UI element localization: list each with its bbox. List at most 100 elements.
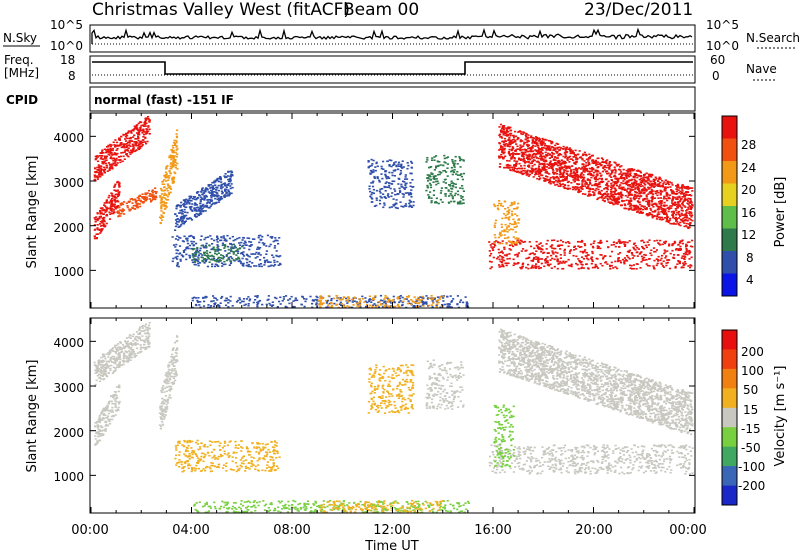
power-panel-cell	[376, 165, 379, 168]
power-panel-cell	[582, 165, 585, 168]
power-panel-cell	[238, 237, 241, 239]
power-panel-cell	[575, 175, 578, 178]
power-panel-cell	[381, 177, 384, 180]
power-panel-cell	[172, 160, 175, 162]
power-panel-cell	[105, 213, 109, 216]
power-panel-cell	[627, 187, 630, 190]
power-panel-cell	[508, 248, 511, 250]
power-panel-cell	[161, 181, 164, 183]
power-panel-cell	[560, 159, 563, 161]
power-panel-cell	[190, 200, 193, 202]
power-panel-cell	[392, 169, 395, 172]
power-panel-cell	[537, 170, 540, 172]
power-panel-cell	[95, 171, 99, 173]
power-panel-cell	[675, 185, 678, 187]
power-panel-cell	[246, 261, 249, 264]
power-panel-cell	[136, 202, 139, 205]
power-panel-cell	[676, 221, 679, 223]
power-panel-cell	[199, 249, 202, 252]
power-panel-cell	[534, 140, 537, 143]
power-panel-cell	[640, 205, 643, 207]
power-panel-cell	[443, 303, 446, 306]
power-panel-cell	[276, 255, 279, 258]
power-panel-cell	[131, 197, 134, 200]
power-panel-cell	[518, 130, 521, 132]
power-panel-cell	[174, 151, 177, 154]
power-panel-cell	[681, 184, 684, 186]
power-panel-cell	[519, 149, 522, 152]
power-panel-cell	[497, 241, 500, 243]
power-panel-cell	[502, 130, 505, 133]
power-panel-cell	[558, 153, 561, 155]
power-panel-cell	[507, 133, 510, 136]
power-panel-cell	[581, 180, 584, 182]
power-panel-cell	[153, 195, 157, 198]
power-panel-cell	[186, 211, 189, 214]
power-panel-cell	[512, 152, 515, 154]
power-panel-cell	[150, 199, 153, 202]
power-panel-cell	[458, 156, 461, 158]
power-panel-cell	[557, 185, 560, 187]
power-panel-cell	[556, 157, 559, 160]
power-panel-cell	[425, 303, 428, 305]
power-panel-cell	[646, 180, 649, 182]
power-panel-cell	[564, 165, 567, 167]
power-panel-cell	[211, 181, 214, 184]
power-panel-cell	[593, 240, 596, 242]
power-panel-cell	[219, 198, 222, 200]
power-panel-cell	[145, 130, 148, 132]
power-panel-cell	[166, 195, 169, 198]
power-panel-cell	[526, 139, 529, 142]
power-panel-cell	[103, 158, 106, 160]
power-panel-cell	[231, 186, 234, 189]
power-data	[93, 116, 694, 309]
power-panel-cell	[524, 250, 527, 252]
power-panel-cell	[622, 241, 625, 243]
power-panel-cell	[556, 259, 559, 261]
power-panel-cell	[520, 131, 523, 133]
power-panel-cell	[530, 167, 533, 169]
power-panel-cell	[134, 200, 138, 203]
power-panel-cell	[558, 244, 562, 246]
power-panel-cell	[538, 163, 542, 165]
power-panel-cell	[534, 168, 537, 171]
power-panel-cell	[530, 157, 534, 159]
power-panel-cell	[689, 245, 692, 248]
power-panel-cell	[174, 225, 178, 228]
power-panel-cell	[689, 200, 692, 202]
nsearch-tick-high: 10^5	[706, 18, 739, 32]
power-panel-cluster-3	[159, 129, 179, 225]
power-panel-cell	[443, 161, 446, 163]
power-panel-cell	[683, 186, 687, 189]
power-panel-cell	[117, 191, 121, 194]
power-panel-cell	[613, 168, 617, 171]
power-panel-cell	[178, 236, 181, 239]
power-panel-cell	[142, 136, 145, 138]
power-panel-cell	[629, 170, 632, 172]
power-panel-cell	[490, 252, 493, 255]
power-panel-cell	[511, 155, 515, 157]
power-panel-cell	[512, 208, 516, 210]
power-panel-cell	[212, 191, 215, 193]
power-panel-cell	[688, 241, 691, 243]
power-panel-cell	[433, 156, 436, 158]
power-panel-cell	[666, 261, 669, 264]
power-panel-cell	[439, 198, 442, 201]
power-panel-cell	[649, 252, 652, 254]
power-panel-cell	[186, 242, 190, 245]
power-panel-cell	[260, 265, 263, 268]
power-panel-cell	[232, 243, 235, 246]
power-panel-cell	[598, 181, 601, 184]
power-panel-cell	[209, 205, 212, 208]
power-panel-cell	[174, 166, 177, 169]
power-panel-cell	[101, 221, 104, 224]
power-panel-cell	[180, 201, 183, 204]
power-panel-cell	[391, 192, 394, 194]
power-panel-cell	[99, 232, 102, 234]
power-panel-cell	[165, 194, 168, 196]
power-panel-cell	[645, 258, 648, 261]
power-panel-cell	[191, 210, 194, 212]
power-panel-cell	[614, 177, 617, 180]
power-panel-cell	[131, 206, 134, 209]
power-panel-cell	[641, 239, 644, 242]
